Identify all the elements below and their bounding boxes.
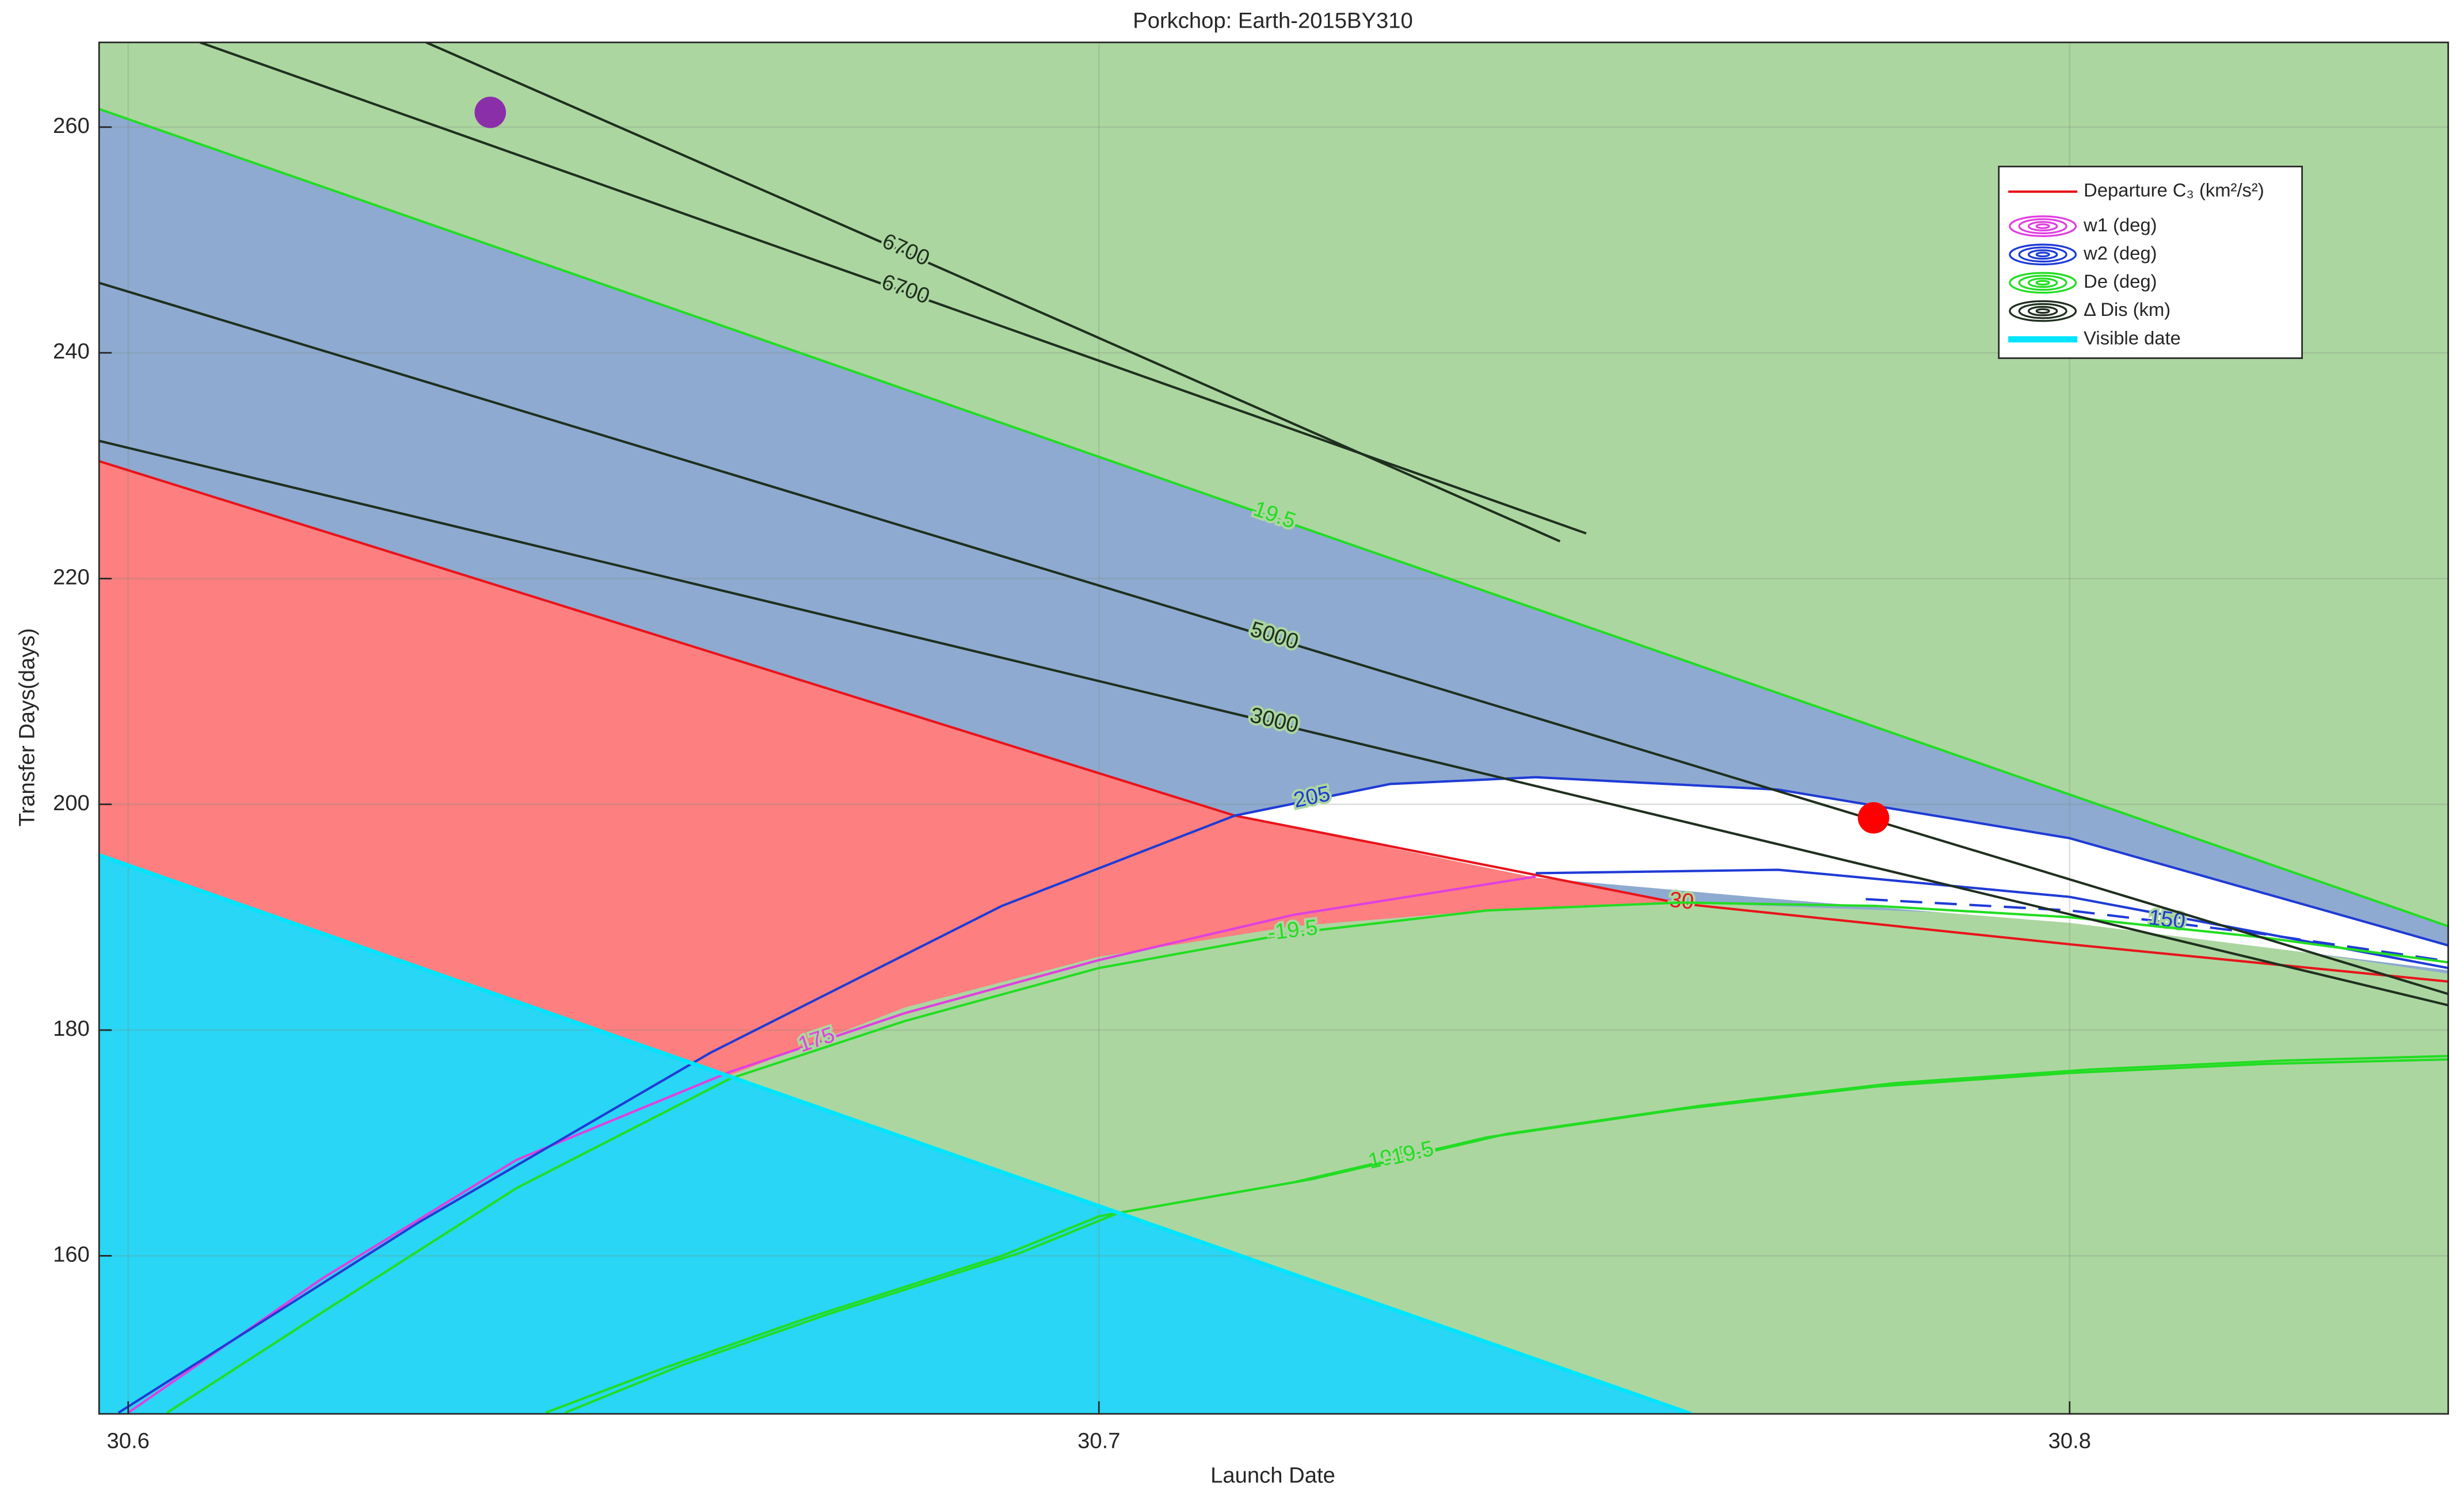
legend-icon — [2035, 308, 2050, 314]
legend-label: Departure C₃ (km²/s²) — [2084, 180, 2264, 201]
legend-icon — [2027, 249, 2058, 260]
y-axis-label: Transfer Days(days) — [14, 628, 39, 827]
contour-line — [117, 776, 2448, 1414]
x-axis-label: Launch Date — [1210, 1463, 1335, 1487]
legend-icon — [2027, 306, 2058, 316]
chart-title: Porkchop: Earth-2015BY310 — [1133, 8, 1413, 33]
legend-box — [1998, 166, 2303, 359]
legend-icon — [2009, 300, 2077, 322]
plot-area: 3017520515019.5-19.519.5-19.567006700500… — [99, 42, 2448, 1414]
legend-icon — [2009, 215, 2077, 237]
y-tick-label: 240 — [53, 339, 90, 364]
x-tick-label: 30.7 — [1077, 1428, 1120, 1453]
region — [1235, 777, 2448, 971]
contour-line — [99, 853, 1692, 1414]
x-tick-label: 30.6 — [107, 1428, 150, 1453]
contour-line — [425, 42, 1561, 543]
contour-label: 30 — [1668, 887, 1695, 914]
legend-icon — [2035, 223, 2050, 230]
marker — [474, 97, 506, 128]
contour-line — [1865, 898, 2448, 963]
y-tick-label: 200 — [53, 791, 90, 815]
y-tick-label: 160 — [53, 1242, 90, 1267]
legend-icon — [2018, 274, 2067, 291]
legend-label: Visible date — [2084, 327, 2181, 348]
contour-line — [127, 875, 1536, 1414]
y-tick-label: 220 — [53, 565, 90, 590]
legend-icon — [2035, 280, 2050, 286]
contour-line — [99, 281, 2448, 995]
legend-label: De (deg) — [2084, 270, 2157, 292]
contour-line — [564, 1055, 2448, 1414]
y-tick-label: 180 — [53, 1016, 90, 1041]
legend-icon — [2009, 272, 2077, 294]
legend-icon — [2027, 277, 2058, 288]
legend-icon — [2018, 303, 2067, 319]
legend-icon — [2018, 246, 2067, 263]
plot-frame — [98, 41, 2449, 1415]
legend-icon — [2009, 243, 2077, 266]
y-tick-label: 260 — [53, 113, 90, 138]
legend: Departure C₃ (km²/s²) w1 (deg) w2 (deg) De … — [1998, 166, 2303, 359]
legend-label: Δ Dis (km) — [2084, 299, 2170, 320]
legend-icon — [2027, 221, 2058, 232]
contour-line — [99, 108, 2448, 928]
marker — [1857, 802, 1890, 834]
legend-icon — [2035, 251, 2050, 258]
contour-line — [99, 440, 2448, 1006]
legend-label: w2 (deg) — [2083, 242, 2157, 264]
legend-label: w1 (deg) — [2083, 214, 2157, 235]
contour-line — [166, 901, 2448, 1414]
x-tick-label: 30.8 — [2048, 1428, 2091, 1453]
legend-icon — [2018, 218, 2067, 235]
region — [99, 461, 1682, 1075]
